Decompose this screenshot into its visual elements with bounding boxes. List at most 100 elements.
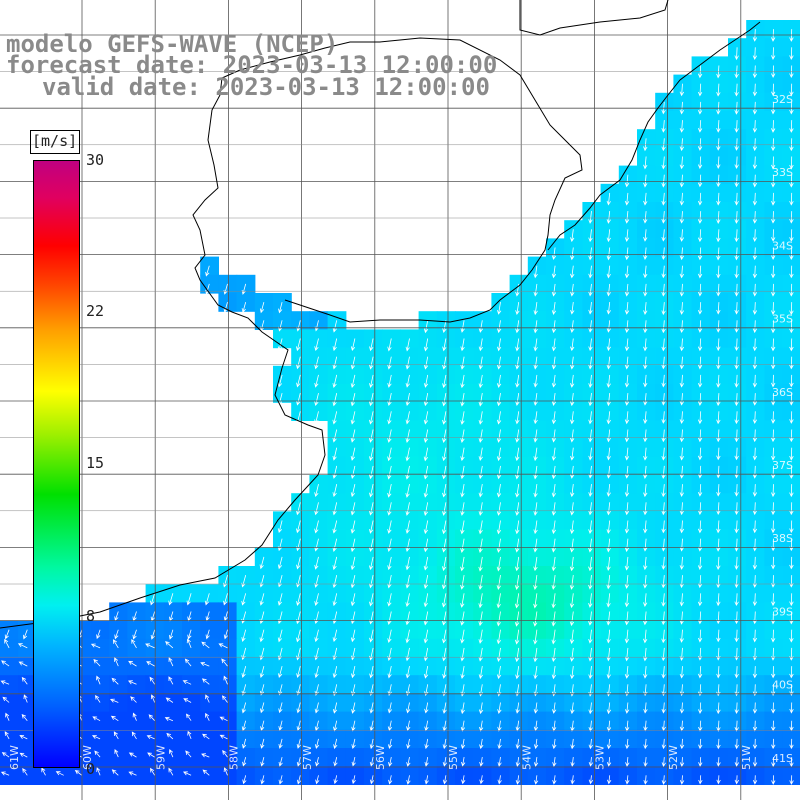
wind-arrow (697, 174, 703, 188)
wind-arrow (185, 750, 192, 758)
wind-arrow (624, 538, 630, 553)
wind-arrow (752, 502, 758, 516)
wind-arrow (771, 775, 776, 785)
wind-arrow (496, 374, 502, 388)
wind-arrow (351, 775, 356, 785)
wind-speed-cell (0, 729, 19, 749)
wind-arrow (716, 411, 721, 425)
wind-arrow (752, 156, 758, 170)
wind-arrow (734, 502, 739, 515)
wind-arrow (314, 374, 319, 388)
latitude-label: 35S (772, 313, 793, 326)
wind-arrow (588, 411, 593, 425)
wind-arrow (533, 611, 538, 627)
wind-arrow (369, 356, 374, 370)
wind-arrow (23, 629, 28, 640)
wind-arrow (569, 556, 575, 572)
wind-arrow (624, 484, 630, 497)
wind-arrow (606, 338, 611, 352)
wind-arrow (588, 757, 594, 767)
wind-arrow (789, 684, 794, 696)
wind-arrow (606, 666, 611, 679)
wind-arrow (278, 320, 283, 332)
wind-arrow (624, 647, 630, 662)
wind-arrow (569, 520, 575, 535)
wind-arrow (96, 767, 101, 776)
wind-arrow (734, 720, 739, 732)
wind-arrow (771, 411, 776, 424)
latitude-label: 38S (772, 532, 793, 545)
wind-speed-cell (54, 766, 74, 785)
wind-arrow (789, 647, 794, 661)
wind-arrow (460, 356, 465, 370)
wind-speed-cell (163, 638, 183, 658)
wind-arrow (606, 283, 611, 297)
wind-arrow (643, 192, 648, 206)
wind-arrow (168, 657, 174, 667)
wind-arrow (679, 229, 685, 242)
wind-arrow (643, 302, 648, 315)
wind-arrow (661, 211, 666, 224)
wind-arrow (145, 643, 155, 649)
wind-arrow (789, 174, 794, 188)
wind-arrow (752, 593, 758, 607)
latitude-label: 39S (772, 605, 793, 618)
wind-arrow (624, 192, 630, 206)
wind-arrow (734, 520, 739, 534)
wind-arrow (588, 356, 593, 370)
wind-arrow (734, 138, 739, 151)
wind-speed-cell (200, 729, 219, 749)
wind-arrow (643, 520, 648, 534)
wind-arrow (569, 575, 575, 590)
wind-arrow (679, 738, 685, 750)
wind-arrow (752, 393, 758, 406)
wind-arrow (131, 638, 137, 649)
wind-arrow (478, 647, 483, 662)
wind-arrow (351, 738, 356, 750)
wind-arrow (405, 538, 410, 552)
wind-arrow (406, 702, 411, 714)
wind-speed-cell (182, 766, 201, 785)
wind-arrow (387, 465, 392, 480)
latitude-labels: 32S 33S 34S 35S 36S 37S 38S 39S 40S 41S (772, 93, 793, 765)
wind-arrow (314, 738, 320, 749)
wind-arrow (350, 556, 356, 571)
wind-arrow (533, 556, 538, 572)
wind-speed-cell (91, 693, 110, 713)
wind-arrow (314, 647, 319, 661)
wind-arrow (350, 629, 356, 643)
wind-arrow (661, 229, 666, 242)
wind-arrow (570, 666, 575, 680)
wind-arrow (643, 156, 648, 170)
wind-arrow (314, 629, 319, 643)
wind-arrow (716, 593, 721, 607)
wind-arrow (606, 556, 611, 571)
wind-arrow (588, 520, 593, 534)
wind-arrow (606, 265, 611, 279)
wind-arrow (332, 374, 338, 388)
wind-arrow (515, 738, 520, 750)
wind-arrow (369, 611, 374, 625)
wind-arrow (478, 356, 483, 370)
wind-arrow (95, 694, 101, 703)
wind-arrow (551, 302, 557, 315)
wind-arrow (588, 265, 593, 279)
wind-speed-cell (200, 657, 219, 676)
wind-arrow (734, 356, 739, 370)
wind-arrow (369, 374, 374, 388)
wind-arrow (643, 484, 648, 498)
wind-arrow (387, 575, 392, 589)
wind-arrow (734, 247, 739, 261)
wind-arrow (479, 720, 484, 732)
wind-arrow (259, 301, 265, 314)
wind-arrow (296, 374, 301, 388)
wind-arrow (624, 247, 630, 261)
wind-arrow (111, 677, 119, 685)
wind-arrow (128, 771, 137, 776)
wind-arrow (606, 520, 611, 534)
wind-arrow (734, 429, 739, 443)
coastline-east (547, 21, 761, 251)
wind-arrow (314, 411, 319, 425)
wind-arrow (478, 611, 483, 627)
wind-arrow (132, 629, 137, 640)
